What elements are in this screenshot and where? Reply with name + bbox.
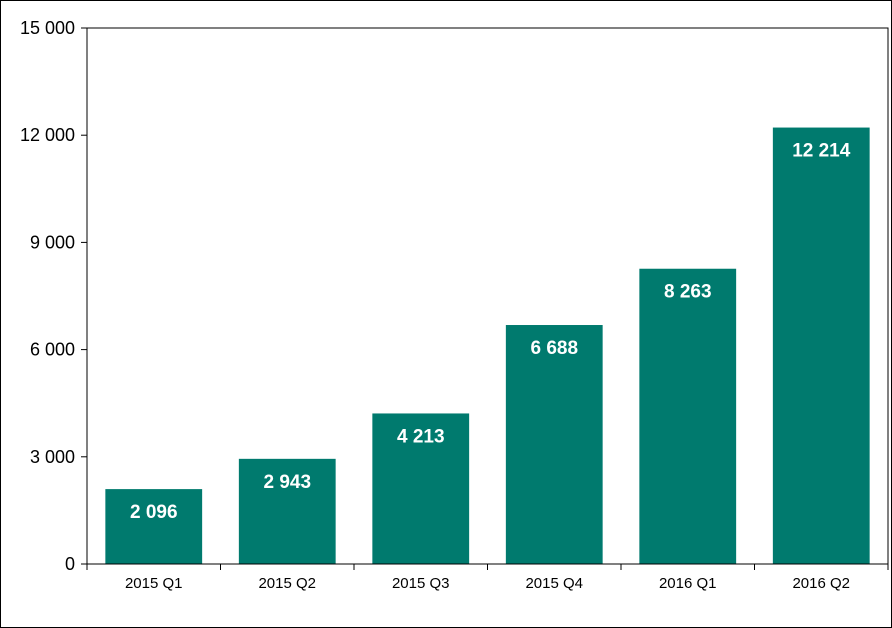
x-tick-label: 2015 Q4 <box>525 575 583 592</box>
plot-area: 0 3 000 6 000 9 000 12 000 15 000 2 096 2015 Q1… <box>20 18 889 592</box>
bar <box>372 413 470 564</box>
y-tick-label: 6 000 <box>30 340 75 360</box>
y-tick-label: 15 000 <box>20 18 75 38</box>
data-label: 2 943 <box>263 472 311 493</box>
plot-border <box>86 27 889 565</box>
x-tick-label: 2016 Q2 <box>792 575 850 592</box>
data-label: 2 096 <box>130 502 178 523</box>
bar <box>505 325 603 564</box>
bar <box>105 489 203 564</box>
y-tick-label: 0 <box>65 554 75 574</box>
bar <box>238 458 336 564</box>
x-tick-label: 2016 Q1 <box>659 575 717 592</box>
y-tick-label: 12 000 <box>20 125 75 145</box>
x-tick-label: 2015 Q3 <box>392 575 450 592</box>
data-label: 4 213 <box>397 426 445 447</box>
y-tick-label: 3 000 <box>30 447 75 467</box>
data-label: 12 214 <box>792 141 851 162</box>
x-tick-label: 2015 Q1 <box>125 575 183 592</box>
x-tick-label: 2015 Q2 <box>258 575 316 592</box>
data-label: 8 263 <box>664 282 712 303</box>
bar <box>772 127 870 564</box>
data-label: 6 688 <box>530 338 578 359</box>
bar <box>639 268 737 564</box>
y-tick-label: 9 000 <box>30 232 75 252</box>
